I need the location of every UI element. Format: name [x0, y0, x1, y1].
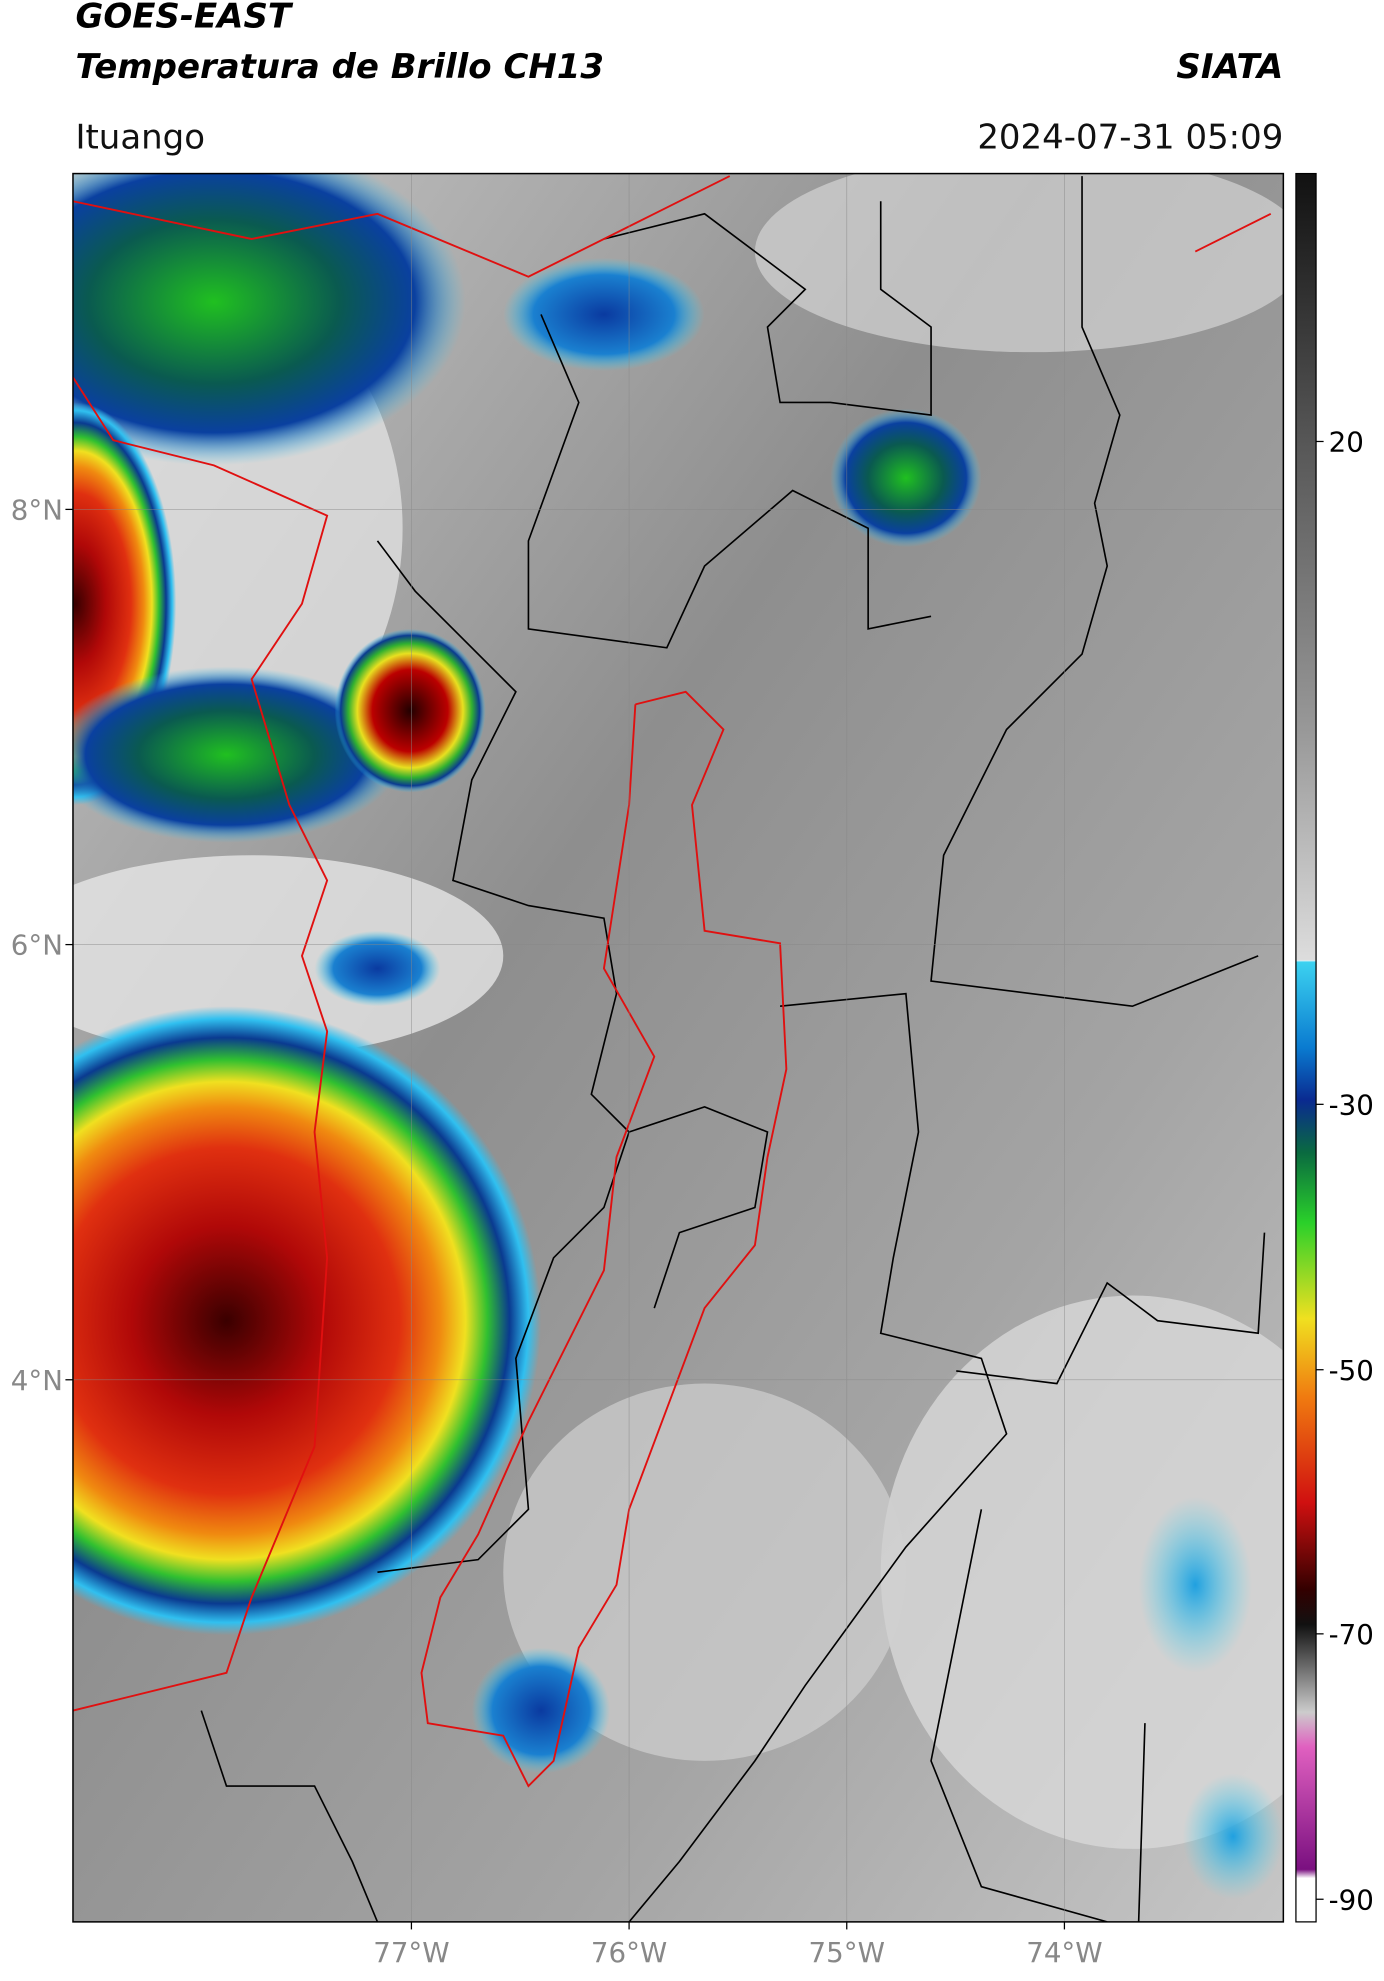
colorbar-label: -50 — [1329, 1354, 1374, 1387]
lon-label: 77°W — [373, 1936, 449, 1969]
subtitle: Temperatura de Brillo CH13 — [75, 47, 604, 87]
lat-label: 6°N — [11, 929, 63, 962]
satellite-image — [72, 173, 1284, 1922]
lon-label: 74°W — [1026, 1936, 1102, 1969]
lat-label: 4°N — [11, 1364, 63, 1397]
colorbar-label: -70 — [1329, 1618, 1374, 1651]
source: SIATA — [1176, 47, 1283, 87]
lon-label: 76°W — [591, 1936, 667, 1969]
lat-label: 8°N — [11, 493, 63, 526]
lon-label: 75°W — [809, 1936, 885, 1969]
location: Ituango — [75, 117, 205, 157]
colorbar-label: -90 — [1329, 1883, 1374, 1916]
title: GOES-EAST — [75, 0, 293, 37]
colorbar — [1295, 172, 1317, 1923]
colorbar-label: -30 — [1329, 1088, 1374, 1121]
axis-labels: 8°N 6°N 4°N 77°W 76°W 75°W 74°W 20 -30 -50 -70 -90 — [11, 426, 1374, 1970]
map-frame — [72, 172, 1285, 1923]
timestamp: 2024-07-31 05:09 — [977, 117, 1283, 157]
colorbar-label: 20 — [1329, 426, 1364, 459]
graticule — [72, 173, 1284, 1922]
